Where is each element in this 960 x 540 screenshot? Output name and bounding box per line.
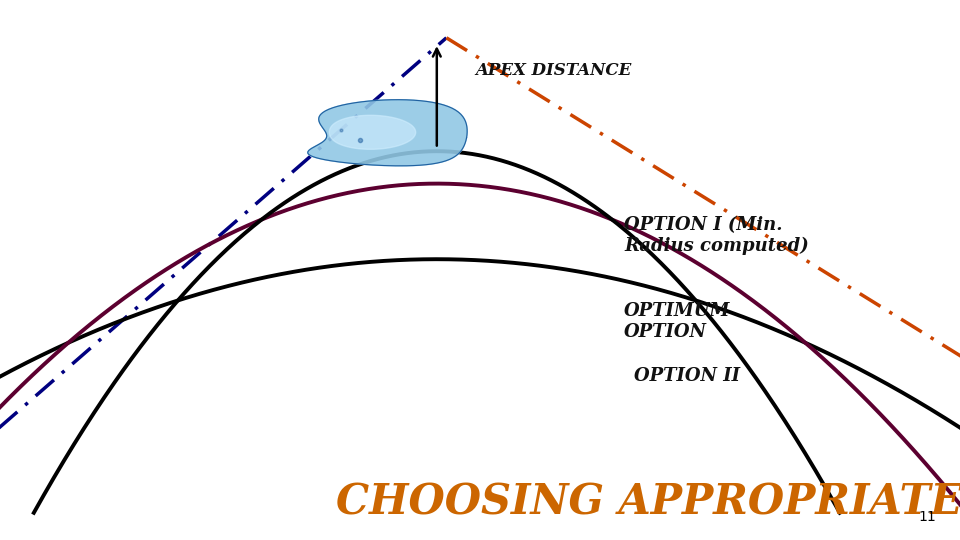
Text: APEX DISTANCE: APEX DISTANCE: [475, 62, 632, 79]
Text: OPTIMUM
OPTION: OPTIMUM OPTION: [624, 302, 731, 341]
Polygon shape: [329, 116, 416, 149]
Text: OPTION II: OPTION II: [634, 367, 739, 385]
Text: OPTION I (Min.
Radius computed): OPTION I (Min. Radius computed): [624, 216, 808, 255]
Text: 11: 11: [919, 510, 936, 524]
Polygon shape: [308, 100, 468, 166]
Polygon shape: [308, 100, 468, 166]
Text: CHOOSING APPROPRIATE CURVE: CHOOSING APPROPRIATE CURVE: [336, 481, 960, 523]
